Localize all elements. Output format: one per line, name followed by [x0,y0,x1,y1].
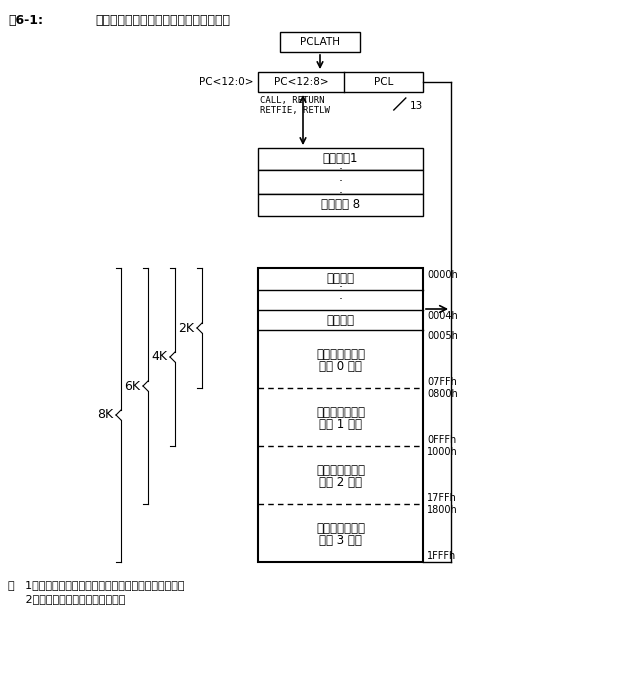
Text: 07FFh: 07FFh [427,377,457,387]
Text: 片内程序存储器: 片内程序存储器 [316,348,365,361]
Text: （第 0 页）: （第 0 页） [319,361,362,373]
Text: 注   1：不是所有的器件都实现了上述全部程序存储空间。: 注 1：不是所有的器件都实现了上述全部程序存储空间。 [8,580,185,590]
Text: PCLATH: PCLATH [300,37,340,47]
Text: 2K: 2K [178,322,194,334]
Text: （第 3 页）: （第 3 页） [319,534,362,548]
Text: CALL, RETURN
RETFIE, RETLW: CALL, RETURN RETFIE, RETLW [260,96,330,115]
Bar [258,268,423,562]
Text: 1000h: 1000h [427,447,458,457]
Text: 堆栈深度1: 堆栈深度1 [323,152,358,165]
Bar [280,32,360,52]
Bar [258,72,423,92]
Text: （第 1 页）: （第 1 页） [319,418,362,432]
Bar [258,170,423,194]
Text: 堆栈深度 8: 堆栈深度 8 [321,199,360,211]
Text: 6K: 6K [124,379,140,393]
Text: 中档系列单片机的程序存储器映射和堆栈: 中档系列单片机的程序存储器映射和堆栈 [95,14,230,27]
Text: 0005h: 0005h [427,331,458,341]
Text: ·
·
·: · · · [338,163,343,200]
Text: 片内程序存储器: 片内程序存储器 [316,464,365,477]
Text: 复位向量: 复位向量 [327,272,355,286]
Text: 8K: 8K [97,409,113,421]
Text: 2：标定数据可写到程序存储器。: 2：标定数据可写到程序存储器。 [8,594,126,604]
Text: （第 2 页）: （第 2 页） [319,477,362,489]
Text: 片内程序存储器: 片内程序存储器 [316,405,365,418]
Text: 0004h: 0004h [427,311,458,321]
Text: 图6-1:: 图6-1: [8,14,43,27]
Text: 0000h: 0000h [427,270,458,280]
Text: 17FFh: 17FFh [427,493,457,503]
Bar [258,194,423,216]
Text: 中断向量: 中断向量 [327,313,355,327]
Text: PCL: PCL [374,77,393,87]
Text: PC<12:8>: PC<12:8> [274,77,328,87]
Text: 片内程序存储器: 片内程序存储器 [316,521,365,534]
Text: ·
·
·: · · · [338,281,343,318]
Text: 0FFFh: 0FFFh [427,435,457,445]
Text: 0800h: 0800h [427,389,458,399]
Text: 1800h: 1800h [427,505,458,515]
Text: 1FFFh: 1FFFh [427,551,457,561]
Text: PC<12:0>: PC<12:0> [200,77,254,87]
Bar [258,148,423,170]
Text: 13: 13 [410,101,423,111]
Text: 4K: 4K [151,350,167,363]
